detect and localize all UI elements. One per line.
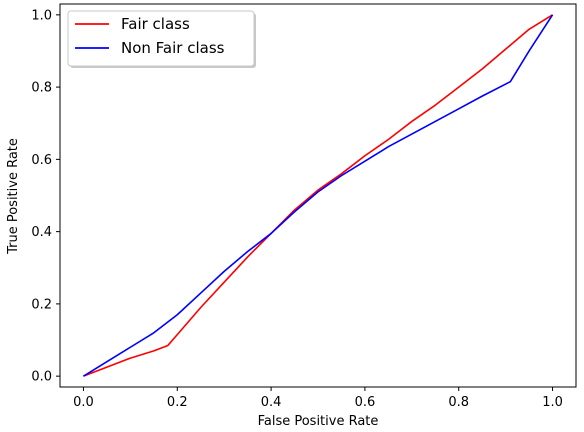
x-tick-label: 0.6 xyxy=(355,395,376,410)
y-tick-label: 0.0 xyxy=(31,370,52,385)
x-tick-label: 0.4 xyxy=(261,395,282,410)
y-tick-label: 0.8 xyxy=(31,81,52,96)
y-axis: 0.0 0.2 0.4 0.6 0.8 1.0 xyxy=(31,8,60,385)
x-axis-label: False Positive Rate xyxy=(258,414,379,429)
y-tick-label: 1.0 xyxy=(31,8,52,23)
x-tick-label: 0.0 xyxy=(73,395,94,410)
x-tick-label: 0.2 xyxy=(167,395,188,410)
series-layer xyxy=(83,14,554,377)
y-tick-label: 0.4 xyxy=(31,225,52,240)
x-tick-label: 0.8 xyxy=(448,395,469,410)
y-tick-label: 0.2 xyxy=(31,297,52,312)
series-line-fair-class xyxy=(83,14,553,377)
y-tick-label: 0.6 xyxy=(31,153,52,168)
x-tick-label: 1.0 xyxy=(542,395,563,410)
legend-label: Non Fair class xyxy=(121,39,225,57)
series-line-non-fair-class xyxy=(83,14,554,377)
legend-box xyxy=(67,10,255,67)
plot-frame xyxy=(59,3,577,388)
x-axis: 0.0 0.2 0.4 0.6 0.8 1.0 xyxy=(73,387,563,410)
legend: Fair class Non Fair class xyxy=(67,10,256,68)
legend-label: Fair class xyxy=(121,15,190,33)
y-axis-label: True Positive Rate xyxy=(6,138,21,255)
